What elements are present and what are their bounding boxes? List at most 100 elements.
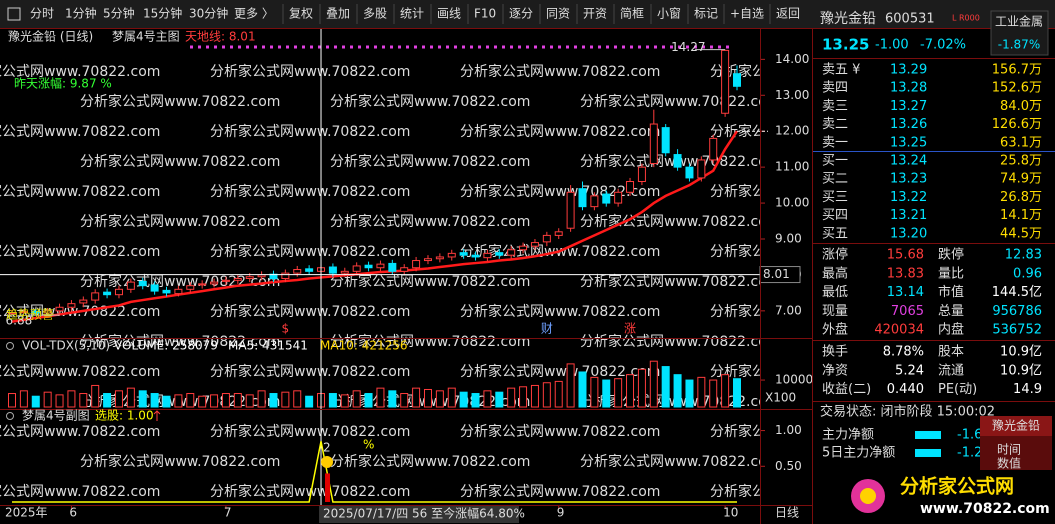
volume-bar [388,390,397,408]
stat-label: 现量 [822,304,848,319]
volume-bar [423,388,432,408]
watermark: 分析家公式网www.70822.com [210,243,410,260]
volume-bar [103,393,112,408]
toolbar-button[interactable]: 逐分 [509,7,533,21]
sub-indicator-stat: 选股: 1.00 [95,409,154,423]
volume-bar [186,393,195,408]
collapse-icon [6,342,14,350]
toolbar-button[interactable]: 叠加 [326,7,350,21]
volume-bar [31,395,40,408]
watermark: 分析家公式网www.70822.com [460,363,660,380]
book-volume: 156.7万 [992,63,1042,78]
collapse-icon [6,412,14,420]
candle-body [31,310,40,314]
candle-body [233,278,242,281]
volume-bar [245,394,254,408]
candle-body [400,267,409,272]
toolbar-button[interactable]: 标记 [694,7,718,21]
stat-label: 最高 [822,265,848,281]
candle-body [614,191,623,204]
volume-bar [138,390,147,408]
volume-bar [649,360,658,408]
stat-label: 股本 [938,345,964,360]
book-price: 13.29 [890,63,927,78]
candle-body [67,303,76,308]
toolbar-button[interactable]: 复权 [289,7,313,21]
volume-bar [709,379,718,408]
volume-bar [614,378,623,408]
watermark: 分析家公式网www.70822.com [330,153,530,170]
watermark: 分析家公式网www.70822.com [330,213,530,230]
toolbar-button[interactable]: 1分钟 [65,6,97,21]
toolbar-button[interactable]: 同资 [546,7,570,21]
toolbar-button[interactable]: 15分钟 [143,6,182,21]
volume-bar [221,393,230,408]
toolbar-button[interactable]: 简框 [620,7,644,21]
x-tick-label: 7 [224,506,232,520]
watermark: 分析家公式网www.70822.com [460,303,660,320]
volume-bar [114,390,123,408]
toolbar-button[interactable]: 小窗 [657,7,681,21]
stat-value: 0.96 [1013,266,1042,281]
book-price: 13.23 [890,172,927,187]
stat-label: 总量 [938,304,964,319]
book-volume: 84.0万 [1000,99,1042,114]
watermark: 分析家公式网www.70822.com [80,153,280,170]
watermark: 分析家公式网www.70822.com [460,483,660,500]
watermark: 分析家公式网www.70822.com [0,363,160,380]
candle-body [55,306,64,312]
popup-title: 豫光金铅 [992,418,1040,433]
watermark: 分析家公式网www.70822.com [330,273,530,290]
volume-bar [126,387,135,408]
volume-bar [626,374,635,408]
book-price: 13.22 [890,190,927,205]
book-price: 13.28 [890,81,927,96]
toolbar-button[interactable]: +自选 [730,7,764,21]
candle-body [423,258,432,262]
watermark: 分析家公式网www.70822.com [80,213,280,230]
candle-body [103,291,112,296]
last-price: 13.25 [822,36,869,54]
candle-body [566,191,575,229]
toolbar-button[interactable]: 画线 [437,7,461,21]
popup-label: 数值 [997,456,1021,471]
watermark: 分析家公式网www.70822.com [0,63,160,80]
candle-body [162,289,171,294]
volume-bar [210,394,219,408]
y-tick-label: 13.00 [775,88,809,102]
candle-body [697,159,706,179]
book-label: 卖一 [822,135,848,150]
volume-bar [602,379,611,408]
note: 昨天涨幅: 9.87 % [14,76,112,91]
stat-value: 956786 [992,304,1042,319]
book-volume: 152.6万 [992,81,1042,96]
volume-bar [637,368,646,408]
sector-box[interactable] [990,10,1049,56]
toolbar-button[interactable]: F10 [474,7,496,21]
toolbar-button[interactable]: 返回 [776,7,800,21]
candle-body [352,265,361,272]
candle-body [685,166,694,179]
book-price: 13.25 [890,135,927,150]
candle-body [210,281,219,285]
book-price: 13.24 [890,154,927,169]
toolbar-button[interactable]: 统计 [400,7,424,21]
volume-bar [733,378,741,408]
candle-body [340,270,349,274]
sector[interactable]: 工业金属 [995,14,1043,29]
volume-bar [91,384,100,408]
toolbar-button[interactable]: 更多 〉 [234,7,274,21]
watermark: 分析家公式网www.70822.com [580,453,780,470]
volume-bar [79,393,88,408]
toolbar-button[interactable]: 5分钟 [103,6,135,21]
watermark: 分析家公式网www.70822.com [210,363,410,380]
toolbar-button[interactable]: 30分钟 [189,6,228,21]
volume-bar [269,393,278,408]
volume-bar [459,391,468,408]
volume-bar [697,376,706,408]
volume-bar [721,374,730,408]
flow-value: -1.6 [957,428,982,443]
toolbar-button[interactable]: 开资 [583,7,607,21]
toolbar-button[interactable]: 分时 [30,7,54,21]
toolbar-button[interactable]: 多股 [363,7,387,21]
